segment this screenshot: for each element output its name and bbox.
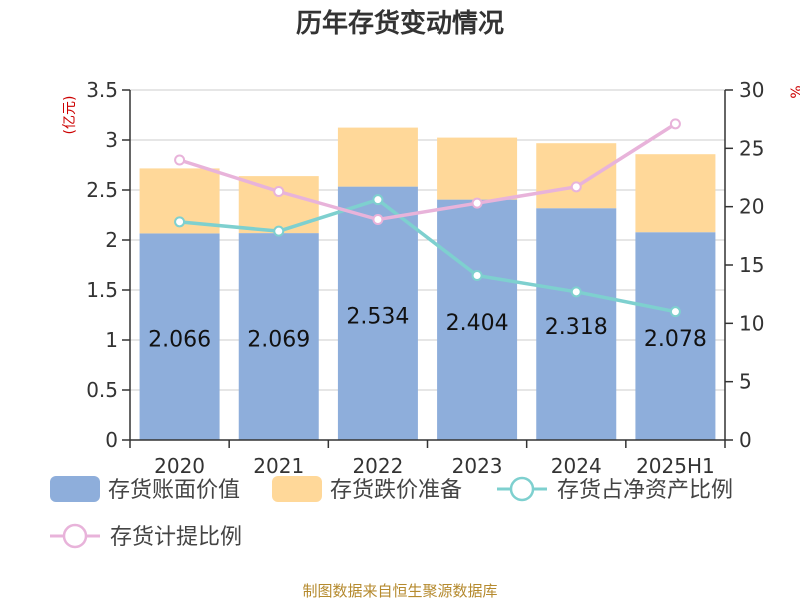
left-tick-label: 3	[105, 128, 118, 152]
line-point	[174, 216, 186, 228]
line-point	[273, 186, 285, 197]
bar-value-label: 2.534	[346, 304, 409, 329]
line-point	[669, 118, 681, 130]
x-tick-label: 2022	[352, 454, 403, 478]
right-tick-label: 15	[739, 253, 764, 277]
left-axis-unit: (亿元)	[62, 96, 78, 135]
line-point	[471, 270, 483, 281]
line-point	[570, 286, 582, 298]
bar-book-value-2021	[238, 233, 319, 440]
line-provision-ratio	[179, 122, 677, 222]
right-tick-label: 0	[739, 428, 752, 452]
line-point	[273, 225, 285, 237]
legend-label: 存货账面价值	[108, 478, 240, 503]
bar-value-label: 2.066	[148, 328, 211, 353]
axes: 0 0.5 1 1.5 2 2.5 3 3.5 0 5 10 15 20 25 30 2020 2021 2022…	[86, 78, 764, 478]
line-point	[174, 154, 186, 166]
line-point	[669, 306, 681, 318]
legend-label: 存货占净资产比例	[557, 478, 733, 503]
legend-item: 存货计提比例	[50, 523, 242, 550]
series-lines	[174, 118, 681, 318]
line-point	[471, 197, 483, 209]
bar-value-label: 2.078	[644, 327, 707, 352]
left-tick-label: 2.5	[86, 178, 118, 202]
bars	[139, 127, 716, 440]
x-tick-label: 2021	[253, 454, 304, 478]
right-tick-label: 5	[739, 370, 752, 394]
x-tick-label: 2023	[452, 454, 503, 478]
legend-marker	[509, 476, 535, 502]
bar-value-label: 2.404	[446, 311, 509, 336]
legend-swatch	[50, 476, 100, 502]
bar-impairment-2024	[536, 143, 617, 209]
bar-book-value-2023	[437, 199, 518, 440]
right-tick-label: 10	[739, 311, 764, 335]
chart-title: 历年存货变动情况	[296, 8, 504, 39]
bar-book-value-2024	[536, 208, 617, 440]
left-tick-label: 0	[105, 428, 118, 452]
bar-value-label: 2.069	[247, 328, 310, 353]
legend-item: 存货占净资产比例	[497, 476, 733, 503]
bar-book-value-2025H1	[635, 232, 716, 440]
right-tick-label: 30	[739, 78, 764, 102]
grid-lines	[130, 89, 725, 391]
right-axis-unit: %	[789, 85, 800, 98]
right-tick-label: 20	[739, 195, 764, 219]
legend-label: 存货跌价准备	[330, 478, 462, 503]
x-tick-label: 2025H1	[636, 454, 715, 478]
legend-swatch	[272, 476, 322, 502]
x-tick-label: 2024	[551, 454, 602, 478]
legend-marker	[62, 523, 88, 549]
legend-label: 存货计提比例	[110, 525, 242, 550]
bar-impairment-2022	[337, 127, 418, 187]
legend-item: 存货跌价准备	[272, 476, 462, 503]
left-tick-label: 3.5	[86, 78, 118, 102]
legend-item: 存货账面价值	[50, 476, 240, 503]
line-inventory-to-net-assets	[179, 197, 676, 314]
line-point	[372, 194, 384, 206]
bar-impairment-2021	[238, 176, 319, 234]
data-source-note: 制图数据来自恒生聚源数据库	[302, 582, 497, 600]
bar-impairment-2023	[437, 137, 518, 200]
left-tick-label: 2	[105, 228, 118, 252]
bar-labels: 2.066 2.069 2.534 2.404 2.318 2.078	[148, 304, 707, 352]
bar-book-value-2022	[337, 186, 418, 440]
left-tick-label: 1.5	[86, 278, 118, 302]
x-tick-label: 2020	[154, 454, 205, 478]
line-point	[372, 214, 384, 225]
left-tick-label: 1	[105, 328, 118, 352]
line-point	[570, 181, 582, 193]
bar-book-value-2020	[139, 233, 220, 440]
right-tick-label: 25	[739, 136, 764, 160]
bar-impairment-2025H1	[635, 154, 716, 233]
bar-value-label: 2.318	[545, 315, 608, 340]
left-tick-label: 0.5	[86, 378, 118, 402]
